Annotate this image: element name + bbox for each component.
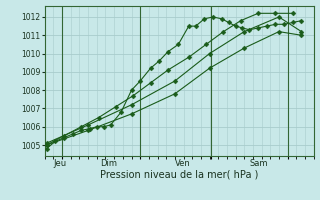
X-axis label: Pression niveau de la mer( hPa ): Pression niveau de la mer( hPa ) bbox=[100, 170, 258, 180]
Text: Sam: Sam bbox=[249, 159, 268, 168]
Text: Ven: Ven bbox=[175, 159, 191, 168]
Text: Dim: Dim bbox=[100, 159, 117, 168]
Text: Jeu: Jeu bbox=[53, 159, 67, 168]
